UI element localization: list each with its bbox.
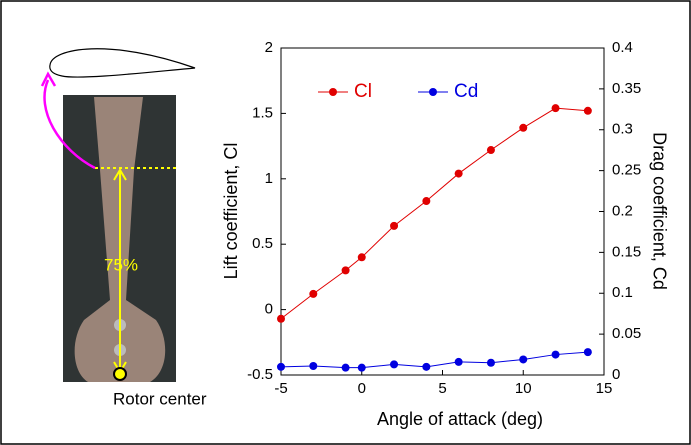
y2-tick-label: 0.15 bbox=[612, 243, 641, 260]
point bbox=[422, 363, 430, 371]
legend-marker bbox=[429, 88, 437, 96]
x-tick-label: 15 bbox=[596, 380, 613, 397]
y2-tick-label: 0.4 bbox=[612, 39, 633, 56]
x-tick-label: 5 bbox=[438, 380, 446, 397]
y-tick-label: 2 bbox=[265, 39, 273, 56]
x-axis-title: Angle of attack (deg) bbox=[377, 409, 543, 429]
point bbox=[390, 222, 398, 230]
point bbox=[584, 107, 592, 115]
legend-marker bbox=[329, 88, 337, 96]
point bbox=[358, 253, 366, 261]
y2-axis-title: Drag coefficient, Cd bbox=[649, 132, 669, 290]
y-tick-label: 1 bbox=[265, 170, 273, 187]
point bbox=[487, 359, 495, 367]
point bbox=[519, 355, 527, 363]
point bbox=[309, 290, 317, 298]
point bbox=[455, 170, 463, 178]
x-tick-label: 10 bbox=[515, 380, 532, 397]
point bbox=[390, 360, 398, 368]
point bbox=[552, 104, 560, 112]
y2-tick-label: 0.3 bbox=[612, 121, 633, 138]
y-tick-label: -0.5 bbox=[247, 366, 273, 383]
y-tick-label: 0.5 bbox=[252, 235, 273, 252]
point bbox=[277, 315, 285, 323]
y2-tick-label: 0.1 bbox=[612, 284, 633, 301]
annotation: Rotor center bbox=[113, 389, 207, 408]
y2-tick-label: 0.25 bbox=[612, 162, 641, 179]
legend-label: Cl bbox=[354, 81, 372, 102]
point bbox=[309, 362, 317, 370]
point bbox=[552, 351, 560, 359]
figure: 75% Rotor center Angle of attack (deg) L… bbox=[0, 0, 691, 445]
y-tick-label: 1.5 bbox=[252, 104, 273, 121]
point bbox=[358, 364, 366, 372]
y-tick-label: 0 bbox=[265, 301, 273, 318]
point bbox=[422, 197, 430, 205]
point bbox=[584, 348, 592, 356]
x-tick-label: 0 bbox=[358, 380, 366, 397]
point bbox=[277, 363, 285, 371]
y-axis-title: Lift coefficient, Cl bbox=[221, 143, 241, 280]
y2-tick-label: 0.35 bbox=[612, 80, 641, 97]
y2-tick-label: 0.2 bbox=[612, 202, 633, 219]
y2-tick-label: 0 bbox=[612, 366, 620, 383]
y2-tick-label: 0.05 bbox=[612, 325, 641, 342]
point bbox=[342, 266, 350, 274]
point bbox=[342, 364, 350, 372]
point bbox=[487, 146, 495, 154]
legend-label: Cd bbox=[454, 81, 478, 102]
point bbox=[455, 358, 463, 366]
x-tick-label: -5 bbox=[274, 380, 287, 397]
annotation: 75% bbox=[104, 255, 138, 274]
point bbox=[519, 124, 527, 132]
rotor-center bbox=[114, 368, 126, 380]
